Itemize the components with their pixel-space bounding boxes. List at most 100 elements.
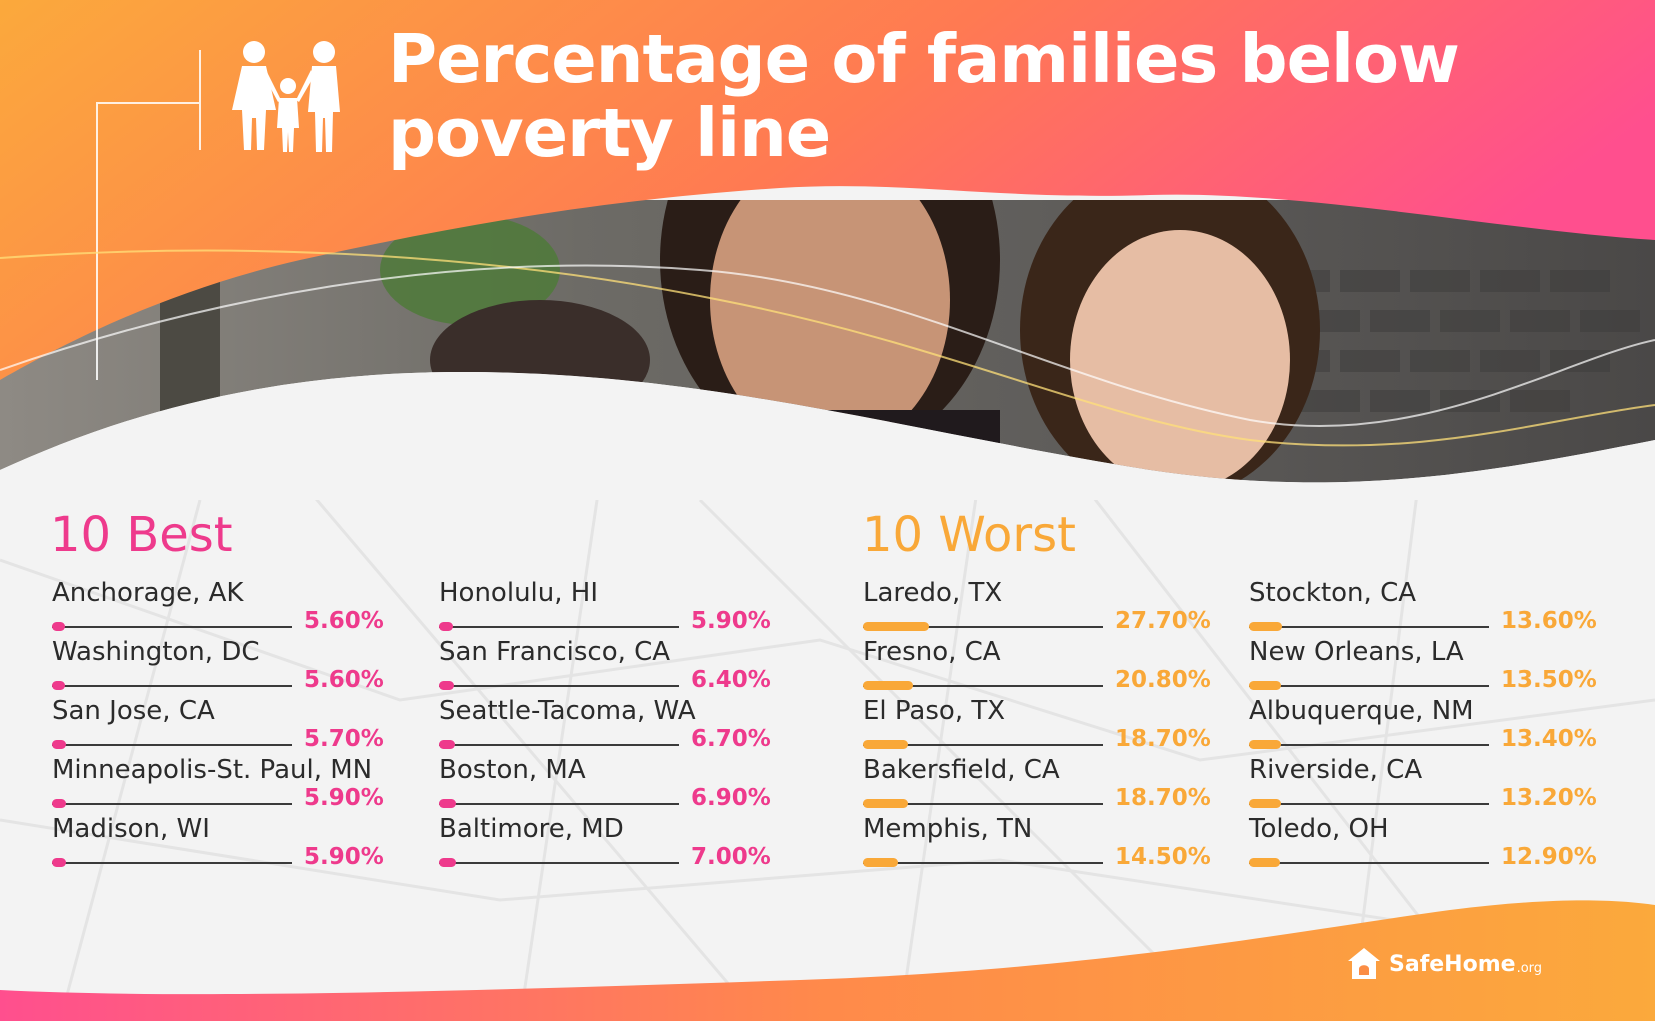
bar <box>1249 740 1282 749</box>
logo-name: SafeHome <box>1389 951 1516 977</box>
best-list-column-1: Anchorage, AK 5.60% Washington, DC 5.60% San… <box>52 572 412 870</box>
list-item: Stockton, CA 13.60% <box>1249 572 1609 634</box>
worst-list-column-1: Laredo, TX 27.70% Fresno, CA 20.80% El Paso,… <box>863 572 1223 870</box>
list-item: Madison, WI 5.90% <box>52 808 412 870</box>
city-label: Riverside, CA <box>1249 755 1423 785</box>
bar-track <box>863 740 1103 749</box>
bar <box>863 799 908 808</box>
bar-baseline <box>863 744 1103 746</box>
bar-track <box>52 858 292 867</box>
city-label: Bakersfield, CA <box>863 755 1060 785</box>
list-item: Memphis, TN 14.50% <box>863 808 1223 870</box>
city-label: Seattle-Tacoma, WA <box>439 696 696 726</box>
bar-track <box>439 622 679 631</box>
list-item: Minneapolis-St. Paul, MN 5.90% <box>52 749 412 811</box>
bar-baseline <box>863 803 1103 805</box>
data-label: 6.70% <box>691 726 771 752</box>
bar <box>863 622 930 631</box>
city-label: San Jose, CA <box>52 696 215 726</box>
bar <box>1249 858 1280 867</box>
page-title: Percentage of families below poverty lin… <box>388 22 1588 170</box>
bar-baseline <box>52 626 292 628</box>
bar-baseline <box>863 862 1103 864</box>
bar <box>439 799 456 808</box>
bar <box>439 622 454 631</box>
bar-track <box>1249 740 1489 749</box>
list-item: El Paso, TX 18.70% <box>863 690 1223 752</box>
bar-track <box>439 740 679 749</box>
list-item: Albuquerque, NM 13.40% <box>1249 690 1609 752</box>
data-label: 5.90% <box>304 785 384 811</box>
city-label: Anchorage, AK <box>52 578 244 608</box>
bar-track <box>1249 858 1489 867</box>
list-item: Seattle-Tacoma, WA 6.70% <box>439 690 799 752</box>
list-item: Anchorage, AK 5.60% <box>52 572 412 634</box>
list-item: San Francisco, CA 6.40% <box>439 631 799 693</box>
data-label: 5.70% <box>304 726 384 752</box>
list-item: Laredo, TX 27.70% <box>863 572 1223 634</box>
list-item: Boston, MA 6.90% <box>439 749 799 811</box>
best-list-column-2: Honolulu, HI 5.90% San Francisco, CA 6.40% S… <box>439 572 799 870</box>
bar-track <box>1249 681 1489 690</box>
safehome-house-icon <box>1348 948 1380 979</box>
bar-track <box>52 622 292 631</box>
bar-track <box>863 858 1103 867</box>
list-item: Riverside, CA 13.20% <box>1249 749 1609 811</box>
city-label: El Paso, TX <box>863 696 1006 726</box>
bar-baseline <box>1249 626 1489 628</box>
bar-track <box>1249 799 1489 808</box>
data-label: 5.90% <box>691 608 771 634</box>
data-label: 18.70% <box>1115 726 1211 752</box>
bar <box>439 858 456 867</box>
city-label: Stockton, CA <box>1249 578 1417 608</box>
data-label: 13.60% <box>1501 608 1597 634</box>
city-label: Memphis, TN <box>863 814 1033 844</box>
city-label: Minneapolis-St. Paul, MN <box>52 755 373 785</box>
list-item: Toledo, OH 12.90% <box>1249 808 1609 870</box>
bar-baseline <box>439 862 679 864</box>
list-item: San Jose, CA 5.70% <box>52 690 412 752</box>
bar-baseline <box>863 685 1103 687</box>
bar <box>1249 799 1281 808</box>
list-item: Fresno, CA 20.80% <box>863 631 1223 693</box>
bar-baseline <box>1249 685 1489 687</box>
header-band <box>0 0 1655 380</box>
data-label: 13.20% <box>1501 785 1597 811</box>
city-label: Madison, WI <box>52 814 210 844</box>
bar <box>863 858 898 867</box>
logo-suffix: .org <box>1516 960 1543 976</box>
data-label: 6.40% <box>691 667 771 693</box>
bar <box>52 740 66 749</box>
data-label: 13.50% <box>1501 667 1597 693</box>
bar <box>52 622 66 631</box>
decorative-lines <box>0 50 1655 447</box>
city-label: Laredo, TX <box>863 578 1003 608</box>
bar-track <box>1249 622 1489 631</box>
bar-baseline <box>52 862 292 864</box>
bar-baseline <box>52 803 292 805</box>
bar-baseline <box>439 803 679 805</box>
bar-track <box>439 681 679 690</box>
list-item: Honolulu, HI 5.90% <box>439 572 799 634</box>
bar <box>863 681 913 690</box>
bar <box>52 858 67 867</box>
bar <box>863 740 908 749</box>
list-item: Bakersfield, CA 18.70% <box>863 749 1223 811</box>
title-line-1: Percentage of families below <box>388 20 1460 98</box>
bar-baseline <box>1249 862 1489 864</box>
bar-baseline <box>439 685 679 687</box>
bar-track <box>863 799 1103 808</box>
data-label: 5.90% <box>304 844 384 870</box>
bar-track <box>52 799 292 808</box>
bar-track <box>439 799 679 808</box>
bar-baseline <box>439 626 679 628</box>
worst-heading: 10 Worst <box>862 507 1076 563</box>
data-label: 12.90% <box>1501 844 1597 870</box>
bar <box>1249 681 1282 690</box>
data-label: 20.80% <box>1115 667 1211 693</box>
bar-track <box>863 681 1103 690</box>
title-line-2: poverty line <box>388 94 831 172</box>
data-label: 5.60% <box>304 608 384 634</box>
